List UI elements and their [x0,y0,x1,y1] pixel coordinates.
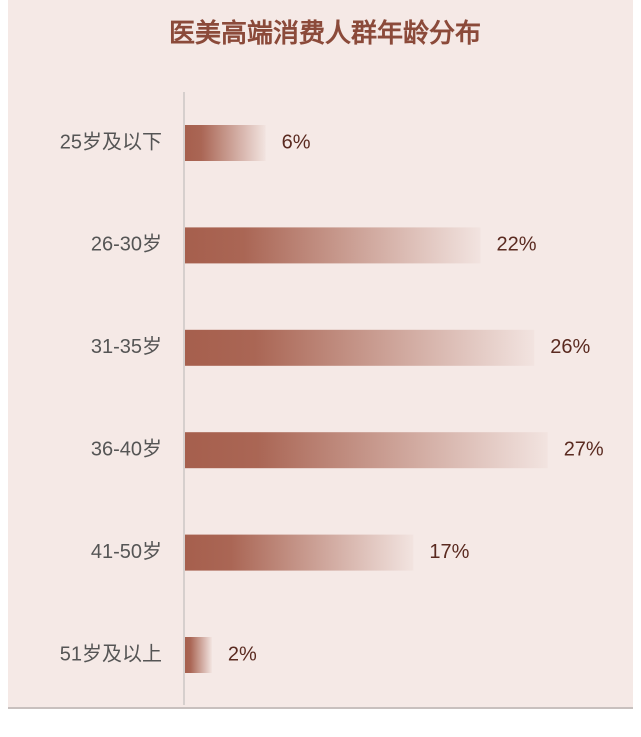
data-label: 22% [497,234,537,256]
bar [185,227,481,264]
y-tick-label: 26-30岁 [91,233,162,256]
bar [185,329,535,366]
bar [185,534,414,571]
bar [185,432,548,469]
bar [185,637,212,673]
y-tick-label: 25岁及以下 [60,130,162,153]
bar [185,125,266,161]
data-label: 2% [228,643,257,665]
data-label: 17% [429,541,469,563]
data-label: 27% [564,438,604,460]
chart-title: 医美高端消费人群年龄分布 [169,18,481,48]
y-tick-label: 36-40岁 [91,437,162,460]
data-label: 26% [550,336,590,358]
y-tick-label: 41-50岁 [91,540,162,563]
y-tick-label: 31-35岁 [91,335,162,358]
y-tick-label: 51岁及以上 [60,642,162,665]
data-label: 6% [282,131,311,153]
